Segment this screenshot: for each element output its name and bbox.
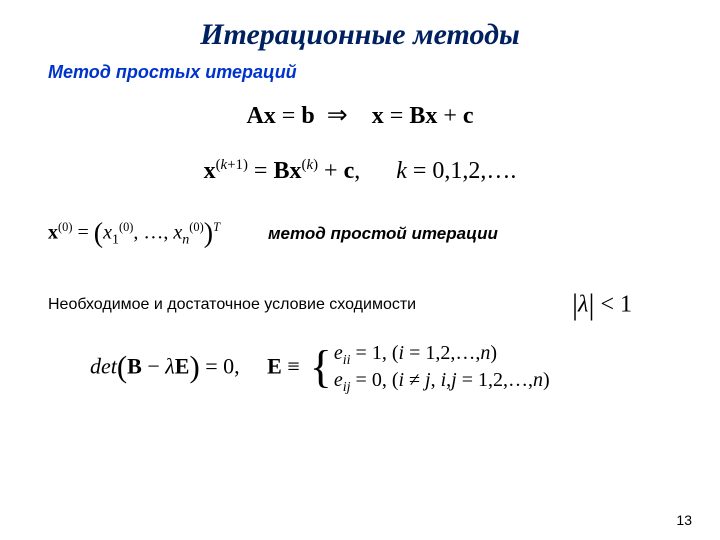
equation-initial: x(0) = (x1(0), …, xn(0))T (48, 218, 220, 250)
implies-arrow: ⇒ (327, 102, 348, 129)
slide-title: Итерационные методы (0, 18, 720, 52)
left-brace-icon: { (310, 344, 332, 390)
equation-determinant: det(B − λE) = 0, E ≡ (90, 350, 300, 385)
identity-definition: { eii = 1, (i = 1,2,…,n) eij = 0, (i ≠ j… (310, 340, 550, 394)
row-determinant: det(B − λE) = 0, E ≡ { eii = 1, (i = 1,2… (90, 340, 672, 394)
identity-case-1: eii = 1, (i = 1,2,…,n) (334, 340, 550, 367)
equation-transform: Ax = b ⇒ x = Bx + c (0, 100, 720, 130)
row-initial: x(0) = (x1(0), …, xn(0))T метод простой … (48, 218, 672, 250)
slide-root: Итерационные методы Метод простых итерац… (0, 0, 720, 540)
condition-text: Необходимое и достаточное условие сходим… (48, 296, 416, 314)
page-number: 13 (676, 512, 692, 528)
identity-case-2: eij = 0, (i ≠ j, i,j = 1,2,…,n) (334, 367, 550, 394)
row-condition: Необходимое и достаточное условие сходим… (48, 288, 672, 322)
subtitle: Метод простых итераций (48, 62, 297, 83)
method-label: метод простой итерации (268, 224, 498, 244)
lambda-condition: |λ| < 1 (572, 288, 672, 322)
equation-iteration: x(k+1) = Bx(k) + c, k = 0,1,2,…. (0, 158, 720, 185)
